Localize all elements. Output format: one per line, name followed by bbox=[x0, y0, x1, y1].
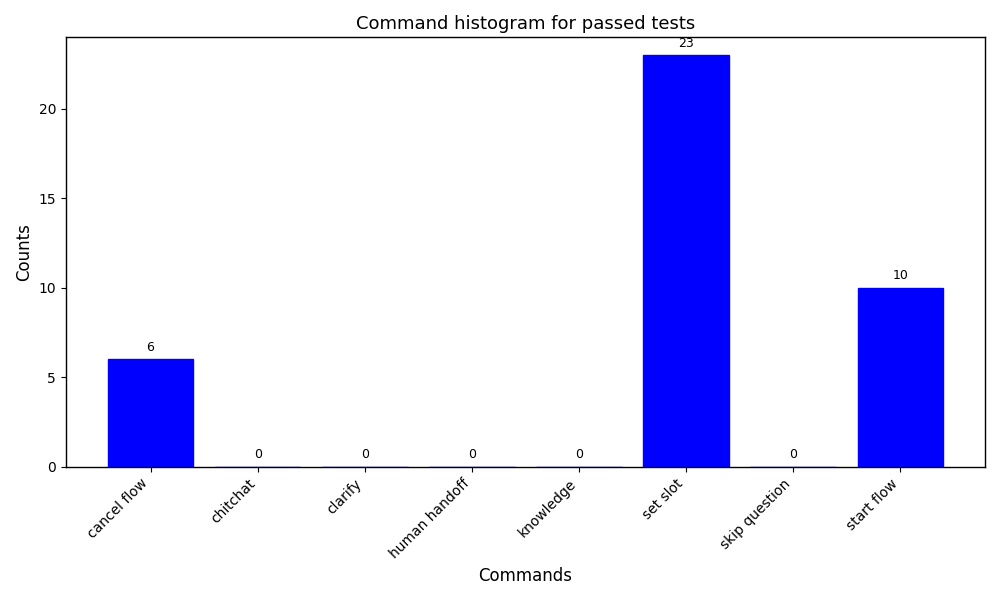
Text: 0: 0 bbox=[468, 448, 476, 461]
Text: 0: 0 bbox=[361, 448, 369, 461]
Text: 0: 0 bbox=[789, 448, 797, 461]
X-axis label: Commands: Commands bbox=[478, 567, 572, 585]
Text: 10: 10 bbox=[892, 269, 908, 283]
Y-axis label: Counts: Counts bbox=[15, 223, 33, 281]
Text: 6: 6 bbox=[147, 341, 154, 354]
Bar bbox=[108, 359, 193, 467]
Bar bbox=[643, 55, 729, 467]
Text: 23: 23 bbox=[678, 37, 694, 50]
Bar bbox=[858, 288, 943, 467]
Text: 0: 0 bbox=[254, 448, 262, 461]
Text: 0: 0 bbox=[575, 448, 583, 461]
Title: Command histogram for passed tests: Command histogram for passed tests bbox=[356, 15, 695, 33]
